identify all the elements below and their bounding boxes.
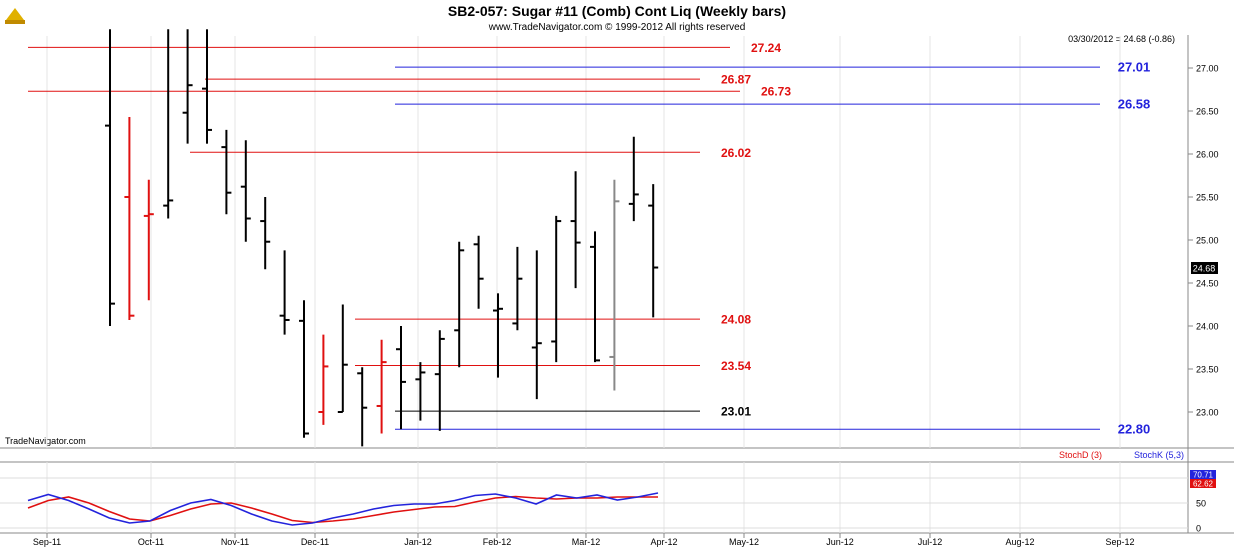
x-tick-label: Feb-12	[483, 537, 512, 547]
chart-title: SB2-057: Sugar #11 (Comb) Cont Liq (Week…	[448, 3, 786, 19]
ohlc-bar	[143, 179, 154, 301]
ohlc-bar	[415, 362, 426, 421]
ohlc-bar	[609, 179, 620, 391]
ohlc-bar	[279, 250, 290, 335]
price-panel	[0, 35, 1234, 534]
ohlc-bar	[337, 304, 348, 413]
x-tick-label: Aug-12	[1005, 537, 1034, 547]
support-resistance-levels: 27.24 27.01 26.87 26.73 26.58 26.02 24.08 23.54…	[28, 41, 1150, 437]
ohlc-bar	[396, 326, 406, 430]
ohlc-bar	[628, 136, 639, 222]
level-label: 22.80	[1118, 422, 1151, 437]
chart-subtitle: www.TradeNavigator.com © 1999-2012 All r…	[488, 22, 746, 33]
price-y-tick-label: 24.50	[1196, 279, 1219, 289]
level-label: 24.08	[721, 313, 751, 327]
ohlc-bar	[590, 231, 600, 363]
ohlc-bar	[531, 250, 542, 400]
ohlc-bar	[105, 29, 115, 326]
ohlc-bar	[648, 184, 659, 318]
ohlc-bar	[299, 300, 309, 438]
x-tick-label: May-12	[729, 537, 759, 547]
price-y-tick-label: 25.50	[1196, 193, 1219, 203]
x-tick-label: Dec-11	[301, 537, 329, 547]
price-y-tick-label: 27.00	[1196, 64, 1219, 74]
x-tick-label: Jun-12	[826, 537, 854, 547]
ohlc-bar	[182, 29, 193, 144]
level-label: 27.01	[1118, 60, 1151, 75]
stochastic-panel: StochD (3) StochK (5,3) 050100 70.71 62.…	[0, 450, 1216, 534]
ohlc-bar	[551, 215, 562, 363]
legend-stochd: StochD (3)	[1059, 450, 1102, 460]
x-tick-label: Sep-12	[1105, 537, 1134, 547]
ohlc-bar	[493, 293, 503, 378]
stochastic-gridlines	[0, 477, 1188, 529]
stochd-value-tag: 62.62	[1193, 480, 1214, 489]
x-tick-label: Jan-12	[404, 537, 432, 547]
ohlc-bar	[260, 197, 271, 270]
stoch-y-tick-label: 0	[1196, 524, 1201, 534]
ohlc-bar	[124, 117, 135, 320]
ohlc-bar	[318, 334, 329, 425]
level-label: 23.54	[721, 359, 751, 373]
ohlc-bar	[163, 29, 174, 219]
x-tick-label: Oct-11	[138, 537, 164, 547]
current-price-tag: 24.68	[1193, 264, 1216, 274]
level-label: 26.02	[721, 146, 751, 160]
current-price-tag-box	[1191, 262, 1218, 274]
x-tick-label: Sep-11	[33, 537, 61, 547]
ohlc-bar	[202, 29, 212, 144]
price-y-tick-label: 23.50	[1196, 365, 1219, 375]
ohlc-bar	[570, 171, 581, 289]
price-y-tick-label: 26.00	[1196, 150, 1219, 160]
level-label: 23.01	[721, 405, 751, 419]
stochd-value-tag-box	[1190, 479, 1216, 488]
level-label: 27.24	[751, 41, 781, 55]
level-label: 26.73	[761, 85, 791, 99]
price-y-tick-label: 26.50	[1196, 107, 1219, 117]
x-tick-label: Jul-12	[918, 537, 943, 547]
x-tick-label: Mar-12	[572, 537, 601, 547]
price-y-axis: 23.00 23.50 24.00 24.50 25.00 25.50 26.00 26.50…	[1188, 64, 1219, 418]
ohlc-bar	[221, 129, 232, 215]
watermark-text: TradeNavigator.com	[5, 436, 86, 446]
stoch-y-tick-label: 50	[1196, 499, 1206, 509]
price-y-tick-label: 24.00	[1196, 322, 1219, 332]
price-y-tick-label: 23.00	[1196, 408, 1219, 418]
stochd-line	[27, 495, 658, 524]
legend-stochk: StochK (5,3)	[1134, 450, 1184, 460]
stochk-value-tag: 70.71	[1193, 471, 1214, 480]
stochk-line	[27, 492, 659, 526]
ohlc-bar	[473, 235, 484, 309]
x-tick-label: Apr-12	[650, 537, 677, 547]
ohlc-bar	[454, 241, 465, 368]
level-label: 26.58	[1118, 97, 1151, 112]
level-label: 26.87	[721, 73, 751, 87]
ohlc-bars	[105, 29, 659, 447]
stochk-value-tag-box	[1190, 470, 1216, 479]
ohlc-bar	[357, 367, 368, 447]
stochastic-lines	[27, 492, 659, 526]
ohlc-bar	[434, 330, 445, 431]
trade-navigator-logo-icon	[5, 8, 25, 24]
last-quote: 03/30/2012 = 24.68 (-0.86)	[1068, 34, 1175, 44]
ohlc-bar	[376, 339, 387, 434]
ohlc-bar	[512, 246, 523, 331]
x-tick-label: Nov-11	[221, 537, 249, 547]
ohlc-bar	[240, 140, 251, 242]
price-y-tick-label: 25.00	[1196, 236, 1219, 246]
